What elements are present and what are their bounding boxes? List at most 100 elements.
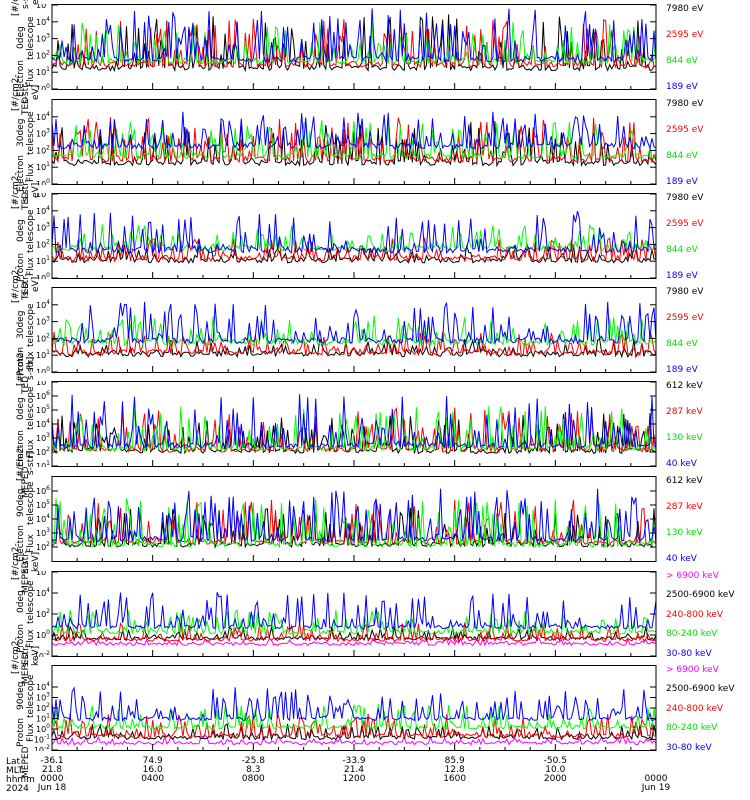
flux-plot: 100 101 102 103 104 105	[36, 4, 657, 90]
series-trace	[51, 301, 657, 346]
axis-hhmm-value: 0000	[40, 774, 64, 784]
axis-hhmm-value: 2000	[543, 774, 567, 784]
hhmm-row-label: hhmm	[6, 775, 35, 785]
y-tick-label: 104	[36, 418, 50, 429]
lat-row-label: Lat	[6, 757, 21, 767]
series-trace	[51, 413, 657, 455]
axis-lat-value: 74.9	[142, 756, 163, 766]
legend-entry: 7980 eV	[666, 99, 704, 109]
y-tick-label: 105	[36, 4, 50, 10]
legend-entry: 7980 eV	[666, 4, 704, 14]
series-trace	[51, 609, 657, 636]
legend-entry: 80-240 keV	[666, 723, 718, 733]
legend-entry: 7980 eV	[666, 193, 704, 203]
legend-entry: 612 keV	[666, 476, 703, 486]
series-trace	[51, 621, 657, 643]
legend-entry: > 6900 keV	[666, 571, 719, 581]
flux-panel: MEPED Electron Flux 90deg telescope [#/cm2-…	[0, 445, 750, 594]
flux-plot: 102 103 104 105 106	[36, 476, 657, 562]
y-tick-label: 104	[36, 16, 50, 27]
plot-frame	[51, 571, 657, 657]
legend-entry: 240-800 keV	[666, 610, 724, 620]
y-tick-label: 106	[36, 390, 50, 401]
y-tick-label: 101	[36, 460, 50, 467]
y-tick-label: 10-1	[34, 734, 50, 745]
legend-entry: 2595 eV	[666, 125, 704, 135]
plot-frame	[51, 287, 657, 373]
flux-plot: 10-2 100 102 104 106	[34, 571, 657, 657]
axis-lat-value: 85.9	[444, 756, 465, 766]
legend-entry: 40 keV	[666, 459, 697, 469]
y-tick-label: 104	[36, 587, 50, 598]
axis-mlt-value: 16.0	[142, 765, 163, 775]
y-tick-label: 103	[36, 432, 50, 443]
flux-panel: MEPED Electron Flux 0deg telescope [#/cm2-s…	[0, 350, 750, 499]
y-tick-label: 104	[36, 111, 50, 122]
axis-hhmm-value: 0400	[141, 774, 165, 784]
axis-hhmm-value: 0800	[241, 774, 265, 784]
y-tick-label: 102	[36, 541, 50, 552]
y-tick-label: 102	[36, 144, 50, 155]
legend-entry: 2595 eV	[666, 30, 704, 40]
legend-entry: 844 eV	[666, 151, 698, 161]
legend-entry: 7980 eV	[666, 287, 704, 297]
y-tick-label: 104	[36, 681, 50, 692]
axis-date-value: Jun 18	[37, 783, 67, 793]
series-trace	[51, 723, 657, 742]
series-trace	[51, 237, 657, 263]
legend-entry: 189 eV	[666, 365, 698, 375]
y-tick-label: 103	[36, 527, 50, 538]
series-trace	[51, 223, 657, 253]
y-tick-label: 100	[36, 366, 50, 373]
plot-frame	[51, 4, 657, 90]
plot-frame	[51, 476, 657, 562]
legend-entry: 2500-6900 keV	[666, 684, 735, 694]
series-trace	[51, 498, 657, 549]
flux-panel: TED Electron Flux 30deg telescope [#/cm2-s-…	[0, 74, 750, 209]
legend-entry: 30-80 keV	[666, 649, 712, 659]
legend-entry: 80-240 keV	[666, 629, 718, 639]
series-trace	[51, 120, 657, 161]
y-tick-label: 105	[36, 404, 50, 415]
series-trace	[51, 111, 657, 151]
series-trace	[51, 243, 657, 265]
axis-date-value: Jun 19	[641, 783, 671, 793]
y-tick-label: 101	[36, 66, 50, 77]
flux-plot: 100 101 102 103 104	[36, 99, 657, 185]
y-tick-label: 104	[36, 205, 50, 216]
legend-entry: 130 keV	[666, 433, 703, 443]
y-tick-label: 100	[36, 178, 50, 185]
series-trace	[51, 21, 657, 66]
y-tick-label: 103	[36, 222, 50, 233]
plot-frame	[51, 193, 657, 279]
y-tick-label: 102	[36, 702, 50, 713]
flux-plot: 100 101 102 103 104	[36, 287, 657, 373]
axis-lat-value: -33.9	[342, 756, 366, 766]
legend-entry: 30-80 keV	[666, 743, 712, 753]
axis-mlt-value: 10.0	[545, 765, 566, 775]
legend-entry: 2595 eV	[666, 219, 704, 229]
series-trace	[51, 406, 657, 453]
mlt-row-label: MLT	[6, 766, 24, 776]
y-tick-label: 101	[36, 713, 50, 724]
legend-entry: 844 eV	[666, 339, 698, 349]
flux-panel: MEPED Proton Flux 0deg telescope [#/cm2-s-s…	[0, 544, 750, 685]
y-tick-label: 102	[36, 446, 50, 457]
series-trace	[51, 592, 657, 631]
axis-hhmm-value: 0000	[644, 774, 668, 784]
flux-panel: TED Proton Flux 30deg telescope [#/cm2-s-st…	[0, 266, 750, 393]
y-tick-label: 103	[36, 692, 50, 703]
legend-entry: 189 eV	[666, 177, 698, 187]
legend-entry: 240-800 keV	[666, 704, 724, 714]
legend-entry: 189 eV	[666, 271, 698, 281]
series-trace	[51, 210, 657, 255]
series-trace	[51, 121, 657, 168]
y-tick-label: 10-2	[34, 744, 50, 751]
y-tick-label: 100	[36, 723, 50, 734]
axis-lat-value: -36.1	[40, 756, 64, 766]
y-tick-label: 105	[36, 193, 50, 199]
legend-entry: 189 eV	[666, 82, 698, 92]
flux-panel: MEPED Proton Flux 90deg telescope [#/cm2-s-…	[0, 638, 750, 779]
legend-entry: 287 keV	[666, 502, 703, 512]
